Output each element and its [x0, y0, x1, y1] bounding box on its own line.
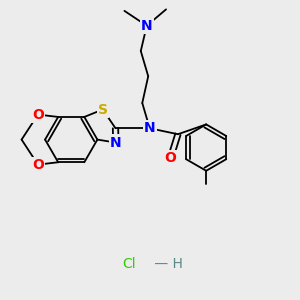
- Text: N: N: [141, 19, 152, 33]
- Text: O: O: [32, 158, 44, 172]
- Text: N: N: [144, 121, 155, 135]
- Text: — H: — H: [150, 257, 183, 272]
- Text: S: S: [98, 103, 108, 116]
- Text: O: O: [165, 151, 176, 165]
- Text: Cl: Cl: [122, 257, 136, 272]
- Text: O: O: [32, 108, 44, 122]
- Text: N: N: [110, 136, 122, 150]
